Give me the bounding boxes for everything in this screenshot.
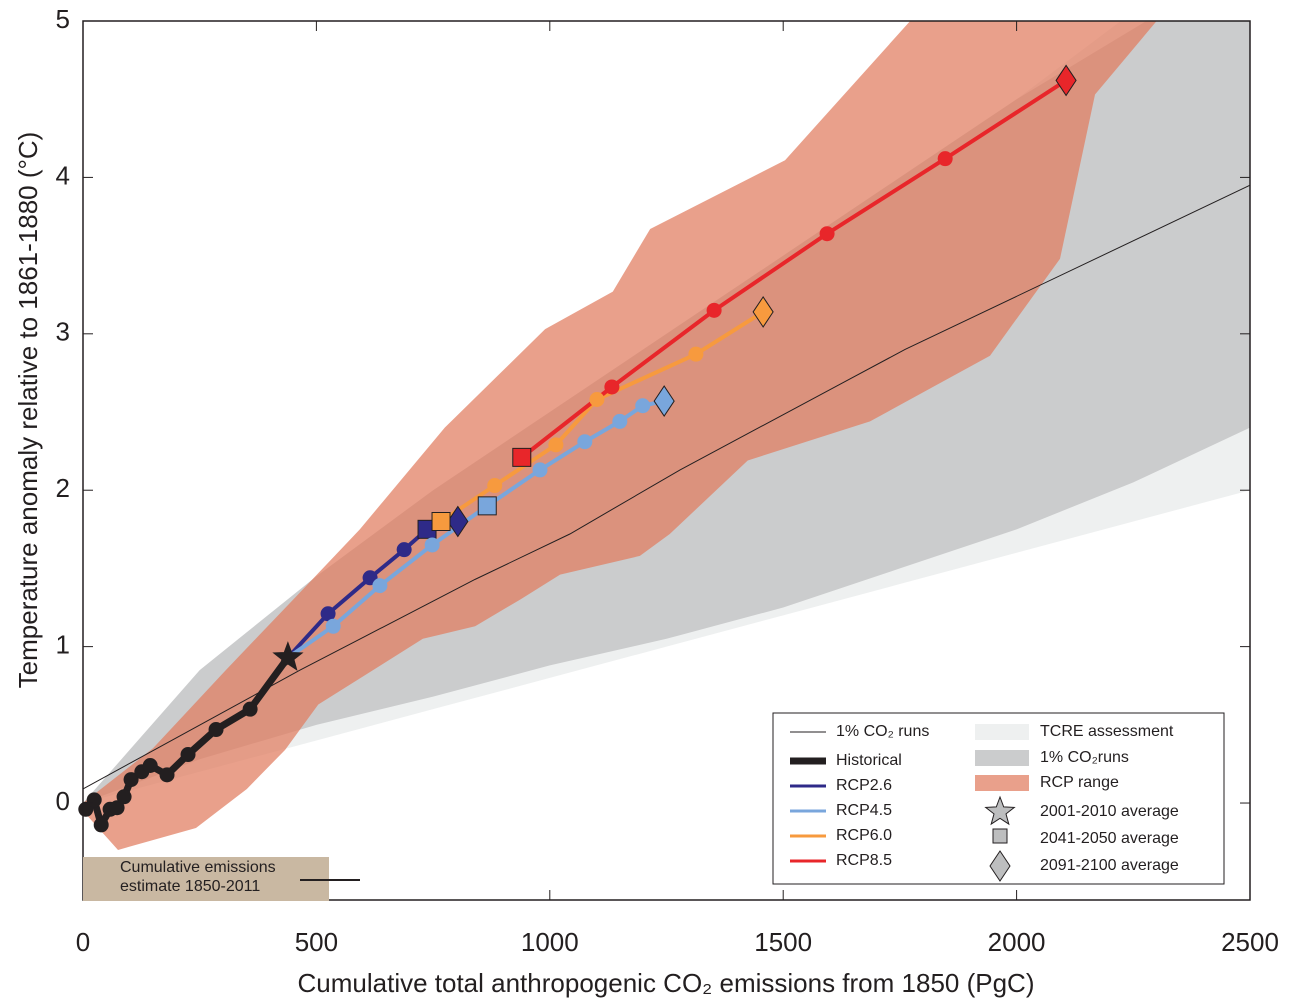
x-tick-label: 1500: [754, 927, 812, 957]
square-marker: [992, 828, 1008, 844]
point: [706, 302, 722, 318]
plot-frame: [82, 20, 1251, 901]
point: [548, 437, 564, 453]
point: [396, 542, 412, 558]
series-line: [286, 399, 665, 660]
point: [180, 747, 196, 763]
annotation-wrap: Cumulative emissions estimate 1850-2011: [120, 859, 276, 895]
square-marker: [431, 511, 451, 531]
y-tick-label: 5: [56, 4, 70, 34]
x-axis-title: Cumulative total anthropogenic CO₂ emiss…: [298, 968, 1035, 998]
point: [93, 817, 109, 833]
band: [83, 21, 1157, 850]
legend-label: 1% CO₂runs: [1040, 749, 1129, 766]
square-marker: [512, 447, 532, 467]
diamond-marker: [752, 296, 774, 328]
y-tick-label: 0: [56, 786, 70, 816]
square-marker: [477, 496, 497, 516]
x-tick-label: 1000: [521, 927, 579, 957]
diamond-marker: [653, 385, 675, 417]
legend-label: Historical: [836, 752, 902, 769]
point: [142, 757, 158, 773]
point: [109, 800, 125, 816]
x-tick-label: 2500: [1221, 927, 1279, 957]
legend-label: 2041-2050 average: [1040, 830, 1179, 847]
point: [372, 578, 388, 594]
point: [612, 413, 628, 429]
series-line: [439, 310, 765, 524]
point: [123, 772, 139, 788]
legend-label: RCP range: [1040, 774, 1119, 791]
point: [635, 398, 651, 414]
point: [688, 346, 704, 362]
legend-label: TCRE assessment: [1040, 723, 1174, 740]
point: [159, 767, 175, 783]
legend-label: 2091-2100 average: [1040, 857, 1179, 874]
axes: 0 500 1000 1500 2000 2500 0 1 2 3 4 5: [56, 4, 1279, 957]
y-tick-label: 3: [56, 317, 70, 347]
annotation: Cumulative emissions estimate 1850-2011: [120, 859, 276, 895]
point: [604, 379, 620, 395]
annotation-box: [83, 857, 329, 901]
point: [819, 226, 835, 242]
x-tick-label: 2000: [988, 927, 1046, 957]
legend-label: RCP4.5: [836, 802, 892, 819]
legend-swatch: [975, 775, 1029, 791]
point: [577, 434, 593, 450]
legend-label: RCP2.6: [836, 777, 892, 794]
y-axis-title: Temperature anomaly relative to 1861-188…: [13, 132, 43, 689]
x-tick-label: 0: [76, 927, 90, 957]
point: [325, 618, 341, 634]
x-tick-label: 500: [295, 927, 338, 957]
y-tick-label: 4: [56, 160, 70, 190]
legend-label: 1% CO₂ runs: [836, 723, 929, 740]
reference-line: [83, 184, 1250, 790]
legend-label: RCP8.5: [836, 852, 892, 869]
legend-swatch: [975, 750, 1029, 766]
point: [116, 789, 132, 805]
point: [532, 462, 548, 478]
diamond-marker: [1055, 64, 1077, 97]
legend-swatch: [975, 724, 1029, 740]
diamond-marker: [989, 850, 1011, 882]
legend: 1% CO₂ runs Historical RCP2.6 RCP4.5 RCP6.0 R…: [790, 723, 1179, 882]
y-tick-label: 1: [56, 629, 70, 659]
legend-label: 2001-2010 average: [1040, 803, 1179, 820]
legend-label: RCP6.0: [836, 827, 892, 844]
point: [424, 537, 440, 553]
star-marker: [984, 795, 1016, 826]
point: [208, 722, 224, 738]
point: [320, 606, 336, 622]
point: [589, 392, 605, 408]
markers: [78, 64, 1077, 833]
star-marker: [272, 641, 304, 671]
point: [86, 792, 102, 808]
y-tick-label: 2: [56, 473, 70, 503]
diamond-marker: [447, 505, 469, 538]
point: [242, 701, 258, 717]
point: [487, 478, 503, 494]
point: [937, 151, 953, 167]
